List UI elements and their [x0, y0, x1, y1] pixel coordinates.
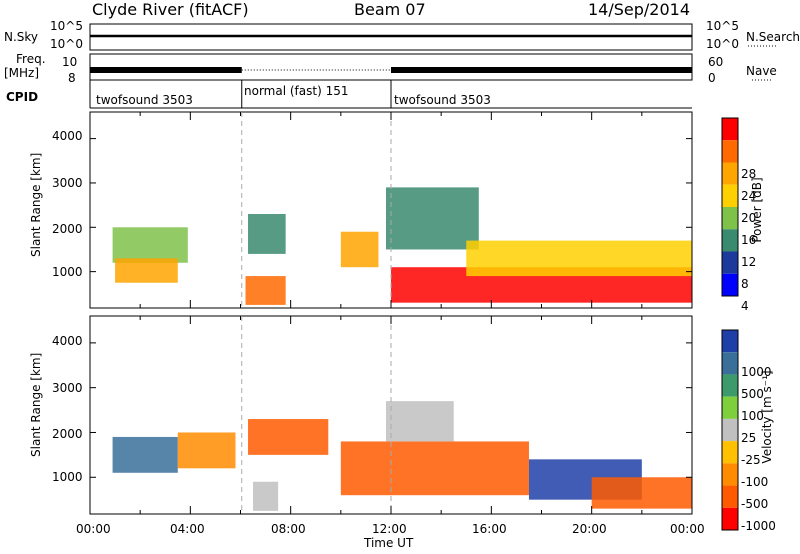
nsky-label: N.Sky	[4, 30, 39, 44]
nsearch-label: N.Search	[746, 30, 800, 44]
power-colorbar-cell-1	[722, 140, 738, 163]
power-region-7	[466, 240, 692, 277]
velocity-ytick-4000: 4000	[52, 334, 83, 348]
xtick-6: 00:00	[670, 522, 705, 536]
power-colorbar-cell-0	[722, 118, 738, 141]
velocity-cb-tick-2: 100	[741, 409, 764, 423]
freq-unit-label: [MHz]	[4, 66, 40, 80]
power-cb-tick-2: 20	[741, 211, 757, 225]
velocity-colorbar-cell-3	[722, 396, 738, 419]
velocity-region-0	[112, 436, 178, 473]
velocity-cb-tick-3: 25	[741, 431, 757, 445]
power-cb-tick-5: 8	[741, 277, 749, 291]
power-region-3	[245, 276, 286, 305]
power-colorbar-cell-3	[722, 184, 738, 207]
beam-title: Beam 07	[354, 0, 426, 19]
xlabel: Time UT	[364, 536, 414, 550]
velocity-colorbar-cell-6	[722, 463, 738, 486]
power-colorbar-frame	[721, 117, 739, 297]
cpid-label: CPID	[6, 90, 39, 104]
nave-tick-top-right: 60	[708, 55, 724, 69]
nave-label: Nave	[746, 64, 777, 78]
cpid-segment-3: twofsound 3503	[394, 93, 491, 107]
velocity-region-2	[248, 419, 329, 455]
xtick-5: 20:00	[572, 522, 607, 536]
power-colorbar-cell-4	[722, 207, 738, 230]
cpid-segment-2: normal (fast) 151	[244, 84, 349, 98]
velocity-ytick-3000: 3000	[52, 381, 83, 395]
velocity-cb-tick-5: -100	[741, 475, 769, 489]
velocity-colorbar-cell-0	[722, 330, 738, 353]
power-ytick-4000: 4000	[52, 129, 83, 143]
nsky-tick-top-right: 10^5	[706, 19, 739, 33]
velocity-cb-tick-0: 1000	[741, 365, 772, 379]
power-ytick-2000: 2000	[52, 222, 83, 236]
velocity-ytick-2000: 2000	[52, 427, 83, 441]
velocity-colorbar-cell-1	[722, 352, 738, 375]
velocity-region-7	[591, 477, 692, 509]
xtick-4: 16:00	[472, 522, 507, 536]
power-colorbar-cell-6	[722, 251, 738, 274]
power-colorbar-cell-2	[722, 162, 738, 185]
nsky-tick-bottom-left: 10^0	[50, 37, 83, 51]
velocity-cb-tick-1: 500	[741, 387, 764, 401]
freq-label: Freq.	[16, 52, 46, 66]
velocity-colorbar-cell-4	[722, 418, 738, 442]
velocity-colorbar-frame	[721, 329, 739, 531]
xtick-2: 08:00	[271, 522, 306, 536]
velocity-region-3	[253, 481, 279, 511]
power-ytick-3000: 3000	[52, 176, 83, 190]
power-colorbar-cell-7	[722, 273, 738, 296]
nave-tick-bottom-right: 0	[708, 71, 716, 85]
nsky-tick-top-left: 10^5	[50, 19, 83, 33]
power-region-5	[385, 187, 479, 250]
velocity-colorbar-cell-2	[722, 374, 738, 397]
power-region-1	[115, 258, 178, 283]
velocity-cb-tick-6: -500	[741, 497, 769, 511]
velocity-region-4	[340, 441, 529, 496]
date-title: 14/Sep/2014	[588, 0, 691, 19]
velocity-ytick-1000: 1000	[52, 470, 83, 484]
xtick-3: 12:00	[372, 522, 407, 536]
power-cb-tick-3: 16	[741, 233, 757, 247]
power-cb-tick-1: 24	[741, 189, 757, 203]
xtick-0: 00:00	[76, 522, 111, 536]
velocity-region-1	[177, 432, 236, 469]
velocity-colorbar-cell-8	[722, 507, 738, 530]
velocity-cb-tick-7: -1000	[741, 519, 776, 533]
power-cb-tick-6: 4	[741, 299, 749, 313]
power-region-0	[112, 227, 188, 263]
power-colorbar-cell-5	[722, 229, 738, 252]
velocity-colorbar-cell-7	[722, 485, 738, 508]
xtick-1: 04:00	[170, 522, 205, 536]
velocity-colorbar-cell-5	[722, 441, 738, 464]
power-ytick-1000: 1000	[52, 265, 83, 279]
nsky-tick-bottom-right: 10^0	[706, 37, 739, 51]
power-region-2	[248, 213, 286, 254]
power-cb-tick-4: 12	[741, 255, 757, 269]
freq-tick-bottom-left: 8	[68, 71, 76, 85]
freq-tick-top-left: 10	[62, 55, 78, 69]
cpid-segment-1: twofsound 3503	[96, 93, 193, 107]
velocity-cb-tick-4: -25	[741, 453, 761, 467]
power-region-4	[340, 231, 379, 268]
velocity-region-5	[385, 401, 454, 442]
power-cb-tick-0: 28	[741, 167, 757, 181]
station-title: Clyde River (fitACF)	[92, 0, 249, 19]
